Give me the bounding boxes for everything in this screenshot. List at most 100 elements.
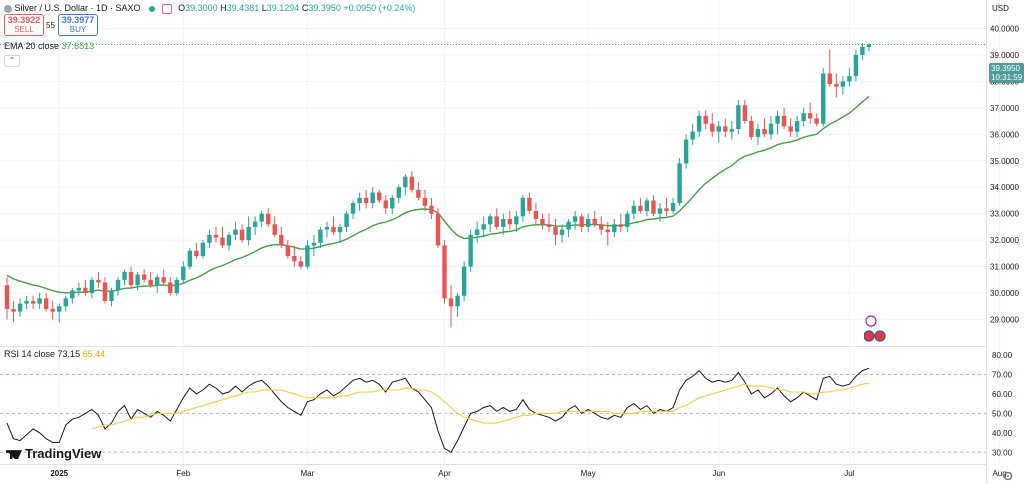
candle-body — [324, 226, 330, 230]
candle-body — [50, 308, 55, 312]
candle-body — [148, 279, 153, 286]
candle-body — [559, 229, 565, 235]
us-flag-event-icon[interactable] — [864, 330, 875, 342]
candle-body — [83, 287, 88, 294]
rsi-tick-label: 50.00 — [992, 409, 1013, 418]
candle-body — [377, 192, 382, 201]
price-tick-label: 33.0000 — [990, 210, 1019, 219]
candle-body — [749, 121, 754, 137]
us-flag-event-icon[interactable] — [874, 330, 886, 342]
ema-legend[interactable]: EMA 20 close 37.6513 — [4, 41, 94, 51]
event-markers[interactable] — [864, 314, 890, 344]
rsi-tick-label: 40.00 — [992, 429, 1013, 438]
candle-body — [775, 115, 780, 124]
collapse-legend-button[interactable]: ⌃ — [4, 55, 20, 67]
candle-body — [716, 126, 721, 132]
candle-body — [742, 105, 748, 122]
candle-body — [768, 123, 774, 135]
candle-body — [788, 126, 793, 132]
candle-body — [605, 229, 610, 233]
candle-body — [135, 274, 140, 286]
currency-label[interactable]: USD — [992, 4, 1009, 13]
rsi-tick-label: 80.00 — [992, 351, 1013, 360]
change-value: +0.0950 (+0.24%) — [343, 3, 416, 13]
dividend-event-icon[interactable] — [865, 315, 877, 327]
price-tick-label: 37.0000 — [990, 104, 1019, 113]
candle-body — [442, 245, 447, 299]
candle-body — [638, 205, 643, 212]
price-tick-label: 30.0000 — [990, 289, 1019, 298]
candle-body — [853, 54, 859, 77]
last-price-badge: 39.3950 10:31:59 — [989, 63, 1024, 83]
candle-body — [331, 226, 336, 233]
candle-body — [279, 234, 284, 246]
symbol-header[interactable]: Silver / U.S. Dollar · 1D · SAXO O39.300… — [4, 3, 415, 14]
candle-body — [821, 73, 826, 124]
candle-body — [154, 277, 160, 286]
rsi-legend[interactable]: RSI 14 close 73.15 65.44 — [4, 349, 105, 359]
rsi-ma-line — [91, 382, 870, 430]
candle-body — [102, 282, 108, 302]
price-axis[interactable]: 29.0000 30.0000 31.0000 32.0000 33.0000 34.00… — [990, 24, 1019, 457]
time-tick-label: Jun — [712, 469, 725, 478]
candle-body — [161, 277, 166, 283]
rsi-panel — [6, 367, 870, 453]
candle-body — [220, 237, 225, 246]
candle-body — [403, 176, 408, 188]
candle-body — [70, 290, 75, 299]
candle-body — [670, 203, 676, 212]
price-tick-label: 32.0000 — [990, 236, 1019, 245]
candle-body — [168, 282, 173, 294]
candle-body — [814, 118, 819, 124]
candle-body — [625, 213, 630, 227]
candle-body — [794, 121, 800, 132]
time-tick-label: 2025 — [50, 469, 68, 478]
candle-body — [657, 208, 663, 214]
candle-body — [383, 200, 388, 209]
candle-body — [527, 197, 532, 212]
candle-body — [396, 187, 401, 198]
candle-body — [350, 203, 356, 214]
flag-icon[interactable] — [161, 3, 172, 14]
candle-body — [807, 113, 813, 119]
open-value: 39.3000 — [185, 3, 218, 13]
candle-body — [683, 139, 689, 164]
candle-body — [233, 229, 238, 235]
rsi-value: 73.15 — [57, 349, 81, 359]
sell-button[interactable]: 39.3922 SELL — [4, 14, 44, 36]
candle-body — [651, 200, 656, 214]
tv-logo-icon — [6, 450, 22, 460]
candle-body — [285, 245, 290, 257]
buy-button[interactable]: 39.3977 BUY — [58, 14, 98, 36]
time-tick-label: Aug — [992, 469, 1006, 478]
candle-body — [109, 290, 114, 302]
candle-body — [4, 285, 10, 309]
settings-gear-icon[interactable] — [1002, 470, 1014, 482]
candle-body — [141, 274, 147, 280]
candle-body — [292, 256, 297, 262]
candle-body — [213, 234, 219, 238]
candle-body — [644, 200, 650, 212]
candle-body — [122, 271, 127, 280]
candle-body — [363, 197, 369, 204]
candle-body — [187, 250, 193, 267]
price-tick-label: 36.0000 — [990, 130, 1019, 139]
candle-body — [422, 197, 428, 206]
candle-body — [781, 115, 787, 127]
candle-body — [710, 123, 715, 132]
candle-body — [501, 218, 506, 227]
candle-body — [474, 229, 480, 235]
candle-body — [390, 197, 395, 209]
candle-body — [226, 234, 232, 246]
candle-body — [579, 216, 584, 227]
candle-body — [840, 81, 846, 87]
time-axis[interactable]: 2025 Feb Mar Apr May Jun Jul Aug — [50, 469, 1006, 478]
symbol-title: Silver / U.S. Dollar · 1D · SAXO — [14, 3, 141, 13]
candle-body — [481, 224, 486, 230]
candle-body — [468, 234, 473, 267]
candle-body — [696, 115, 702, 132]
candle-body — [259, 213, 264, 222]
candle-body — [200, 242, 206, 257]
candle-body — [370, 192, 375, 204]
